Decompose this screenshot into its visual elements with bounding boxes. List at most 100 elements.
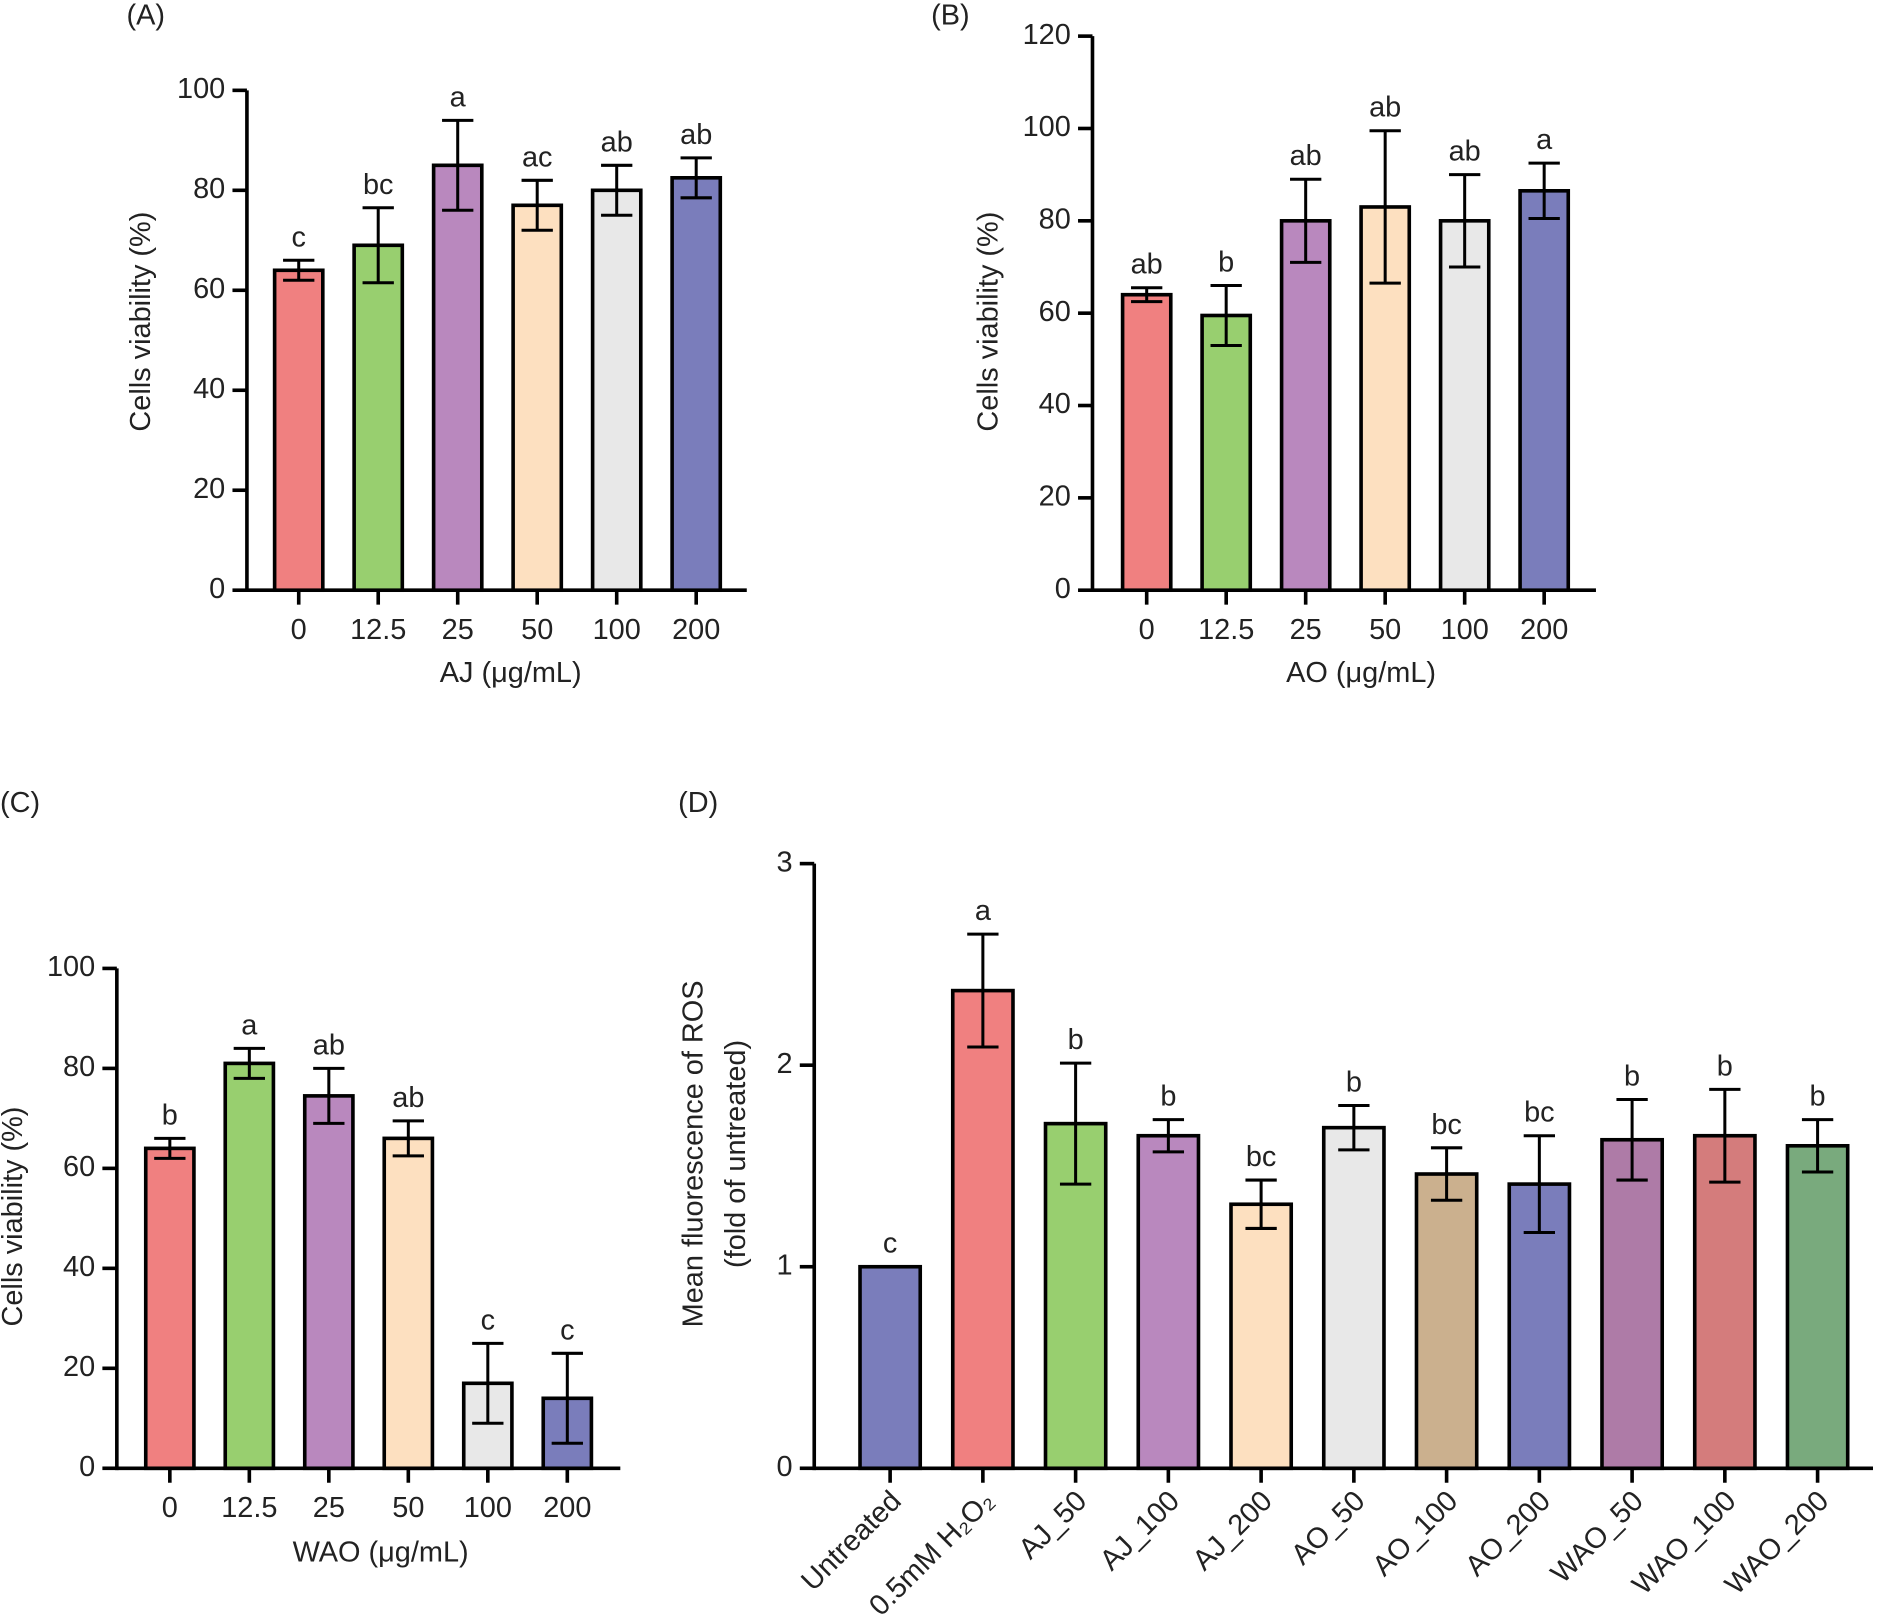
significance-letter: ab (680, 119, 712, 151)
error-bar (472, 1341, 504, 1425)
panel-label: (D) (678, 787, 718, 819)
y-axis-label: (fold of untreated) (720, 1040, 752, 1268)
x-tick-label: 12.5 (1198, 614, 1254, 646)
y-tick-label: 0 (79, 1451, 95, 1483)
significance-letter: bc (1524, 1097, 1555, 1129)
significance-letter: b (1160, 1081, 1176, 1113)
bar (1414, 1172, 1479, 1471)
x-tick-label: 0 (1139, 614, 1155, 646)
significance-letter: b (1810, 1081, 1826, 1113)
significance-letter: ab (1449, 136, 1481, 168)
error-bar (1290, 177, 1322, 264)
error-bar (1210, 283, 1242, 347)
x-axis-label: AJ (μg/mL) (440, 657, 582, 689)
error-bar (442, 118, 474, 212)
error-bar (967, 932, 999, 1049)
x-tick-label: 25 (442, 614, 474, 646)
significance-letter: bc (363, 169, 394, 201)
bar (272, 268, 325, 593)
x-tick-label: 12.5 (350, 614, 406, 646)
x-tick-label: 200 (672, 614, 720, 646)
x-tick-label: AO_200 (1459, 1485, 1557, 1583)
x-tick-label: 25 (1290, 614, 1322, 646)
significance-letter: ab (392, 1082, 424, 1114)
significance-letter: bc (1246, 1141, 1277, 1173)
error-bar (601, 163, 633, 217)
bar (431, 163, 484, 593)
x-tick-label: 50 (392, 1492, 424, 1524)
bar (1279, 219, 1332, 593)
error-bar (362, 206, 394, 285)
bar (1136, 1133, 1201, 1471)
y-axis-label: Cells viability (%) (973, 212, 1005, 432)
y-tick-label: 100 (177, 73, 225, 105)
x-tick-label: 12.5 (221, 1492, 277, 1524)
significance-letter: b (1068, 1024, 1084, 1056)
bar (858, 1264, 923, 1471)
bar (352, 243, 405, 593)
error-bar (551, 1351, 583, 1445)
error-bar (521, 178, 553, 232)
bar (590, 188, 643, 593)
y-tick-label: 3 (776, 846, 792, 878)
error-bar (392, 1119, 424, 1158)
y-axis-label: Cells viability (%) (125, 212, 157, 432)
y-axis-label: Cells viability (%) (0, 1107, 29, 1327)
x-tick-label: 50 (1369, 614, 1401, 646)
error-bar (1245, 1178, 1277, 1230)
x-tick-label: 200 (543, 1492, 591, 1524)
significance-letter: ab (601, 126, 633, 158)
bar (1438, 219, 1491, 593)
y-tick-label: 2 (776, 1048, 792, 1080)
significance-letter: b (1717, 1050, 1733, 1082)
x-tick-label: 25 (313, 1492, 345, 1524)
significance-letter: ab (313, 1029, 345, 1061)
significance-letter: c (291, 221, 305, 253)
error-bar (1801, 1118, 1834, 1174)
x-tick-label: 100 (464, 1492, 512, 1524)
error-bar (1616, 1097, 1648, 1182)
error-bar (1131, 286, 1163, 304)
y-tick-label: 40 (63, 1251, 95, 1283)
bar (1200, 313, 1253, 593)
y-tick-label: 80 (63, 1051, 95, 1083)
bar (1600, 1137, 1665, 1471)
y-tick-label: 0 (1055, 573, 1071, 605)
y-tick-label: 60 (193, 273, 225, 305)
x-tick-label: 0 (291, 614, 307, 646)
error-bar (1152, 1118, 1185, 1154)
y-tick-label: 1 (776, 1249, 792, 1281)
y-tick-label: 20 (193, 473, 225, 505)
significance-letter: a (241, 1009, 258, 1041)
bar (1120, 292, 1173, 593)
y-axis-label: Mean fluorescence of ROS (678, 980, 710, 1327)
error-bar (154, 1136, 186, 1160)
x-tick-label: AO_50 (1285, 1485, 1371, 1571)
error-bar (1449, 173, 1481, 269)
y-tick-label: 0 (209, 573, 225, 605)
significance-letter: c (883, 1228, 897, 1260)
significance-letter: a (450, 81, 467, 113)
error-bar (233, 1046, 265, 1080)
x-tick-label: 50 (521, 614, 553, 646)
y-tick-label: 80 (1039, 203, 1071, 235)
error-bar (313, 1066, 345, 1125)
y-tick-label: 20 (63, 1351, 95, 1383)
significance-letter: a (975, 895, 992, 927)
error-bar (1338, 1103, 1370, 1152)
y-tick-label: 60 (63, 1151, 95, 1183)
y-tick-label: 120 (1023, 19, 1071, 51)
bar (1692, 1133, 1757, 1471)
y-tick-label: 0 (776, 1451, 792, 1483)
error-bar (1059, 1061, 1092, 1186)
significance-letter: b (1346, 1066, 1362, 1098)
bar (223, 1061, 276, 1471)
significance-letter: ab (1131, 249, 1163, 281)
significance-letter: b (162, 1099, 178, 1131)
significance-letter: ab (1290, 140, 1322, 172)
y-tick-label: 40 (193, 373, 225, 405)
y-tick-label: 80 (193, 173, 225, 205)
error-bar (1369, 129, 1401, 285)
panel-label: (B) (931, 0, 970, 32)
significance-letter: b (1218, 246, 1234, 278)
